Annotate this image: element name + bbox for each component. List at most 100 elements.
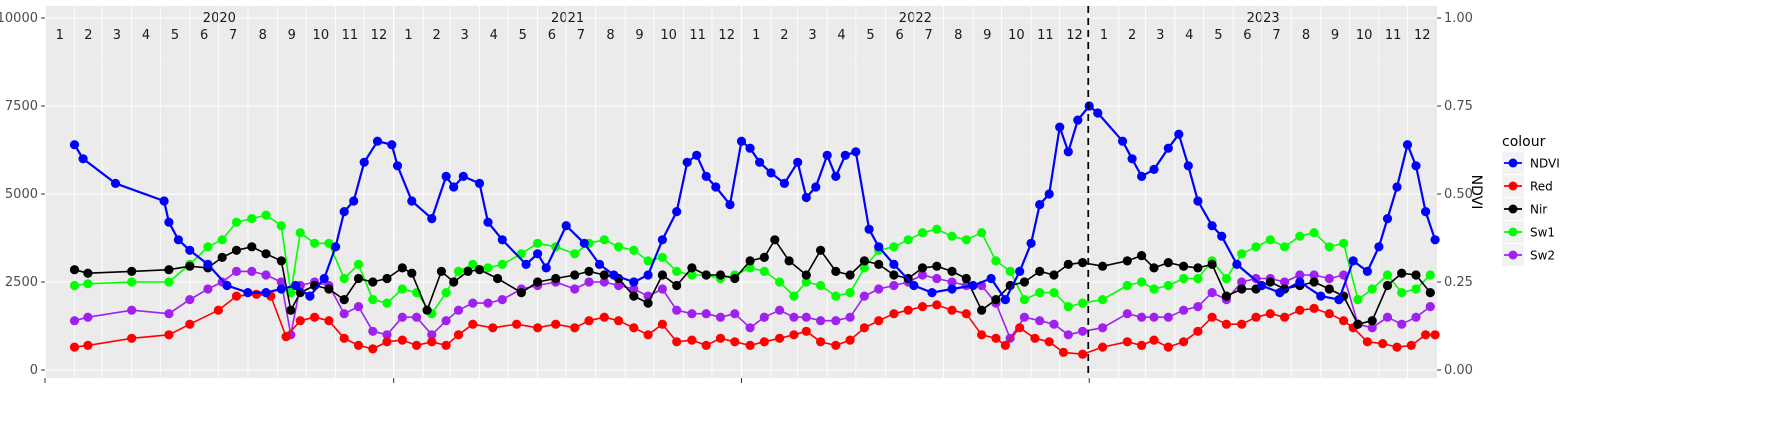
data-point-red [570, 323, 580, 333]
data-point-sw2 [1137, 312, 1147, 322]
month-label: 12 [371, 28, 388, 43]
data-point-sw1 [203, 242, 213, 252]
data-point-ndvi [1137, 171, 1147, 181]
data-point-nir [69, 265, 80, 275]
data-point-nir [1265, 277, 1275, 287]
data-point-sw2 [889, 280, 899, 291]
series-nir [69, 235, 1435, 329]
data-point-ndvi [387, 140, 397, 150]
data-point-ndvi [305, 291, 315, 301]
data-point-ndvi [1026, 238, 1036, 248]
data-point-ndvi [1295, 277, 1305, 287]
data-point-nir [961, 273, 971, 284]
month-label: 5 [1214, 28, 1222, 43]
data-point-nir [745, 256, 755, 266]
data-point-ndvi [1000, 295, 1011, 305]
data-point-sw2 [570, 284, 580, 294]
data-point-ndvi [441, 171, 451, 181]
data-point-red [427, 337, 437, 347]
data-point-sw2 [672, 305, 682, 315]
data-point-nir [1353, 319, 1363, 329]
data-point-red [991, 333, 1001, 343]
data-point-ndvi [864, 224, 874, 234]
data-point-sw1 [261, 210, 271, 220]
data-point-red [789, 330, 799, 340]
data-point-sw2 [1149, 312, 1159, 322]
data-point-sw1 [1324, 242, 1334, 252]
data-point-ndvi [1084, 101, 1094, 111]
data-point-nir [1193, 263, 1203, 273]
data-point-sw1 [775, 277, 785, 287]
month-label: 3 [808, 28, 816, 43]
data-point-ndvi [682, 157, 692, 167]
data-point-sw1 [932, 224, 942, 234]
month-label: 1 [56, 28, 64, 43]
month-label: 10 [1008, 28, 1025, 43]
data-point-nir [127, 266, 137, 276]
data-point-sw1 [310, 238, 320, 248]
month-label: 2 [84, 28, 92, 43]
data-point-ndvi [483, 217, 493, 227]
data-point-red [1098, 342, 1108, 352]
data-point-sw1 [977, 228, 987, 238]
data-point-red [1207, 312, 1217, 322]
month-label: 6 [1243, 28, 1251, 43]
data-point-sw1 [533, 238, 543, 248]
data-point-sw2 [1019, 312, 1029, 322]
data-point-ndvi [497, 235, 507, 245]
data-point-red [745, 340, 755, 350]
data-point-ndvi [1275, 288, 1285, 298]
data-point-sw2 [276, 277, 286, 287]
data-point-red [551, 319, 561, 329]
data-point-red [324, 316, 334, 326]
x-axis-bottom [44, 378, 1090, 383]
month-label: 9 [288, 28, 296, 43]
data-point-ndvi [1015, 266, 1025, 276]
data-point-sw2 [715, 312, 726, 322]
data-point-ndvi [521, 259, 531, 269]
data-point-nir [247, 242, 257, 252]
data-point-red [295, 316, 305, 326]
data-point-ndvi [407, 196, 417, 206]
data-point-sw1 [1221, 273, 1231, 284]
legend-label-sw1: Sw1 [1530, 226, 1555, 240]
data-point-sw2 [1411, 312, 1421, 322]
data-point-red [687, 335, 697, 345]
data-point-red [961, 309, 971, 319]
data-point-sw1 [859, 263, 870, 273]
legend-label-sw2: Sw2 [1530, 249, 1555, 263]
data-point-sw2 [816, 316, 826, 326]
data-point-ndvi [1392, 182, 1402, 192]
data-point-nir [584, 266, 594, 276]
data-point-nir [730, 273, 740, 284]
data-point-sw2 [164, 309, 174, 319]
legend-key-point [1508, 227, 1518, 237]
data-point-red [164, 330, 174, 340]
data-point-sw1 [231, 217, 242, 227]
data-point-red [185, 319, 195, 329]
data-point-sw1 [483, 263, 493, 273]
data-point-nir [382, 273, 392, 284]
y-axis-left: 0 2500 5000 7500 10000 [0, 11, 45, 378]
data-point-sw2 [83, 312, 93, 322]
data-point-ndvi [1374, 242, 1384, 252]
data-point-sw1 [570, 249, 580, 259]
data-point-red [1137, 340, 1147, 350]
data-point-ndvi [533, 249, 543, 259]
data-point-red [1295, 305, 1305, 315]
data-point-sw1 [1397, 288, 1407, 298]
data-point-sw1 [1163, 280, 1173, 291]
data-point-sw2 [859, 291, 870, 301]
data-point-nir [784, 256, 794, 266]
data-point-red [701, 340, 711, 350]
data-point-ndvi [1382, 214, 1393, 224]
month-label: 5 [866, 28, 874, 43]
data-point-sw2 [730, 309, 740, 319]
data-point-sw1 [1367, 284, 1377, 294]
month-label: 4 [1185, 28, 1193, 43]
month-label: 10 [1356, 28, 1373, 43]
data-point-sw2 [1425, 302, 1435, 312]
data-point-nir [657, 270, 668, 280]
data-point-nir [845, 270, 855, 280]
